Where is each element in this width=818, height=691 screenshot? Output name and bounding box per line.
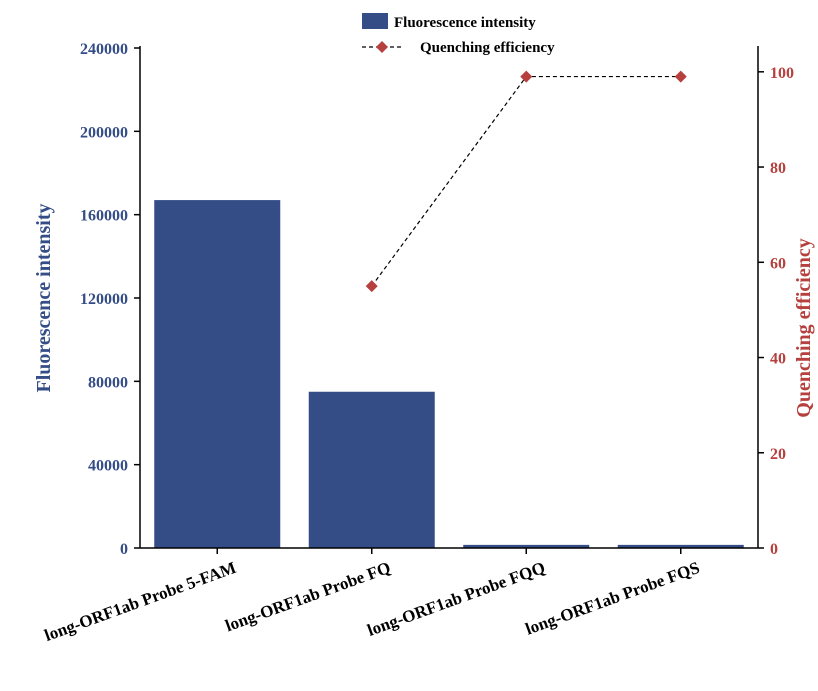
y-tick-label-left: 0 <box>120 541 128 558</box>
quenching-point-1 <box>365 280 378 293</box>
y-tick-label-left: 120000 <box>80 291 128 308</box>
axes: 0 40000 80000 120000 160000 200000 240000 0 20 40… <box>33 41 815 645</box>
y-tick-label-left: 80000 <box>88 374 128 391</box>
y-tick-label-right: 100 <box>770 65 794 82</box>
legend-swatch-bar <box>362 13 388 29</box>
x-tick-label: long-ORF1ab Probe FQS <box>523 558 702 639</box>
quenching-point-2 <box>520 70 533 83</box>
legend-label-bar: Fluorescence intensity <box>394 15 536 31</box>
legend-label-line: Quenching efficiency <box>420 40 555 56</box>
y-tick-label-left: 40000 <box>88 458 128 475</box>
y-axis-title-right: Quenching efficiency <box>793 238 815 417</box>
line-series <box>365 70 687 293</box>
y-tick-label-left: 200000 <box>80 124 128 141</box>
bar-3 <box>463 544 590 548</box>
quenching-line <box>371 75 681 287</box>
bar-series <box>154 200 744 549</box>
y-axis-title-left: Fluorescence intensity <box>33 203 55 392</box>
y-tick-label-right: 40 <box>770 351 786 368</box>
quenching-point-3 <box>674 70 687 83</box>
x-tick-label: long-ORF1ab Probe FQQ <box>365 558 548 640</box>
legend-swatch-marker <box>376 41 388 53</box>
y-tick-label-left: 160000 <box>80 208 128 225</box>
x-tick-label: long-ORF1ab Probe 5-FAM <box>42 558 239 645</box>
y-tick-label-right: 60 <box>770 255 786 272</box>
y-tick-label-right: 0 <box>770 541 778 558</box>
y-tick-label-right: 80 <box>770 160 786 177</box>
bar-4 <box>617 544 744 548</box>
y-tick-label-right: 20 <box>770 446 786 463</box>
bar-2 <box>308 391 435 548</box>
legend: Fluorescence intensity Quenching efficien… <box>362 13 555 56</box>
y-tick-label-left: 240000 <box>80 41 128 58</box>
bar-1 <box>154 200 281 549</box>
